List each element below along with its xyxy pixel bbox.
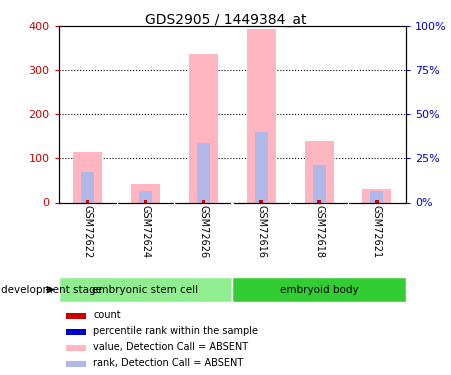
Bar (86, 200, 89, 202)
Text: value, Detection Call = ABSENT: value, Detection Call = ABSENT (93, 342, 249, 352)
Text: count: count (93, 310, 121, 321)
Bar (247, 29, 276, 202)
Bar (304, 141, 334, 202)
Bar (81, 172, 94, 202)
Bar (370, 192, 383, 202)
Bar (232, 277, 406, 302)
Text: GSM72616: GSM72616 (256, 205, 266, 258)
Bar (65, 345, 87, 351)
Bar (65, 361, 87, 367)
Bar (363, 189, 391, 202)
Bar (59, 277, 232, 302)
Text: development stage: development stage (1, 285, 102, 295)
Bar (255, 132, 268, 202)
Bar (259, 200, 263, 202)
Text: GSM72624: GSM72624 (140, 205, 151, 258)
Bar (313, 165, 326, 202)
Bar (189, 54, 218, 202)
Text: embryonic stem cell: embryonic stem cell (92, 285, 198, 295)
Bar (144, 200, 147, 202)
Text: GSM72621: GSM72621 (372, 205, 382, 258)
Text: GSM72622: GSM72622 (83, 205, 92, 258)
Text: embryoid body: embryoid body (280, 285, 359, 295)
Bar (65, 313, 87, 319)
Bar (131, 184, 160, 203)
Text: GDS2905 / 1449384_at: GDS2905 / 1449384_at (145, 13, 306, 27)
Text: percentile rank within the sample: percentile rank within the sample (93, 326, 258, 336)
Bar (375, 200, 379, 202)
Bar (73, 152, 102, 202)
Bar (65, 329, 87, 335)
Bar (318, 200, 321, 202)
Text: GSM72626: GSM72626 (198, 205, 208, 258)
Text: rank, Detection Call = ABSENT: rank, Detection Call = ABSENT (93, 358, 244, 368)
Bar (139, 192, 152, 202)
Bar (202, 200, 205, 202)
Text: GSM72618: GSM72618 (314, 205, 324, 258)
Bar (197, 143, 210, 202)
